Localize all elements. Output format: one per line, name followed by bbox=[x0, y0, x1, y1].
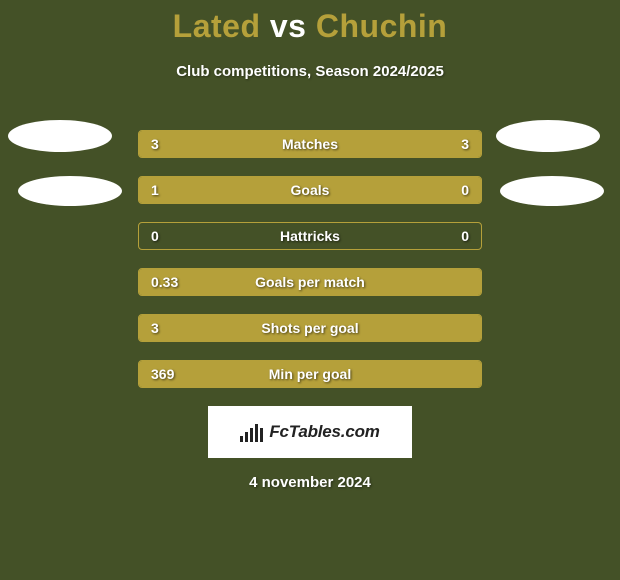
date-text: 4 november 2024 bbox=[0, 474, 620, 491]
stat-value-right: 0 bbox=[461, 177, 469, 203]
player2-name: Chuchin bbox=[316, 8, 447, 44]
stat-value-right: 0 bbox=[461, 223, 469, 249]
stat-label: Goals bbox=[139, 177, 481, 203]
player1-avatar-placeholder-bottom bbox=[18, 176, 122, 206]
page-title: Lated vs Chuchin bbox=[0, 0, 620, 45]
fctables-logo[interactable]: FcTables.com bbox=[208, 406, 412, 458]
stat-label: Goals per match bbox=[139, 269, 481, 295]
stat-label: Matches bbox=[139, 131, 481, 157]
stat-value-right: 3 bbox=[461, 131, 469, 157]
stat-label: Hattricks bbox=[139, 223, 481, 249]
subtitle: Club competitions, Season 2024/2025 bbox=[0, 63, 620, 80]
player2-avatar-placeholder-top bbox=[496, 120, 600, 152]
stat-row: 0.33Goals per match bbox=[138, 268, 482, 296]
player1-name: Lated bbox=[173, 8, 261, 44]
stat-row: 3Shots per goal bbox=[138, 314, 482, 342]
stat-label: Shots per goal bbox=[139, 315, 481, 341]
stat-row: 0Hattricks0 bbox=[138, 222, 482, 250]
stat-row: 3Matches3 bbox=[138, 130, 482, 158]
player2-avatar-placeholder-bottom bbox=[500, 176, 604, 206]
vs-text: vs bbox=[270, 8, 307, 44]
player1-avatar-placeholder-top bbox=[8, 120, 112, 152]
stats-chart: 3Matches31Goals00Hattricks00.33Goals per… bbox=[138, 130, 482, 388]
logo-text: FcTables.com bbox=[269, 422, 379, 442]
stat-row: 369Min per goal bbox=[138, 360, 482, 388]
stat-label: Min per goal bbox=[139, 361, 481, 387]
logo-bars-icon bbox=[240, 422, 263, 442]
stat-row: 1Goals0 bbox=[138, 176, 482, 204]
